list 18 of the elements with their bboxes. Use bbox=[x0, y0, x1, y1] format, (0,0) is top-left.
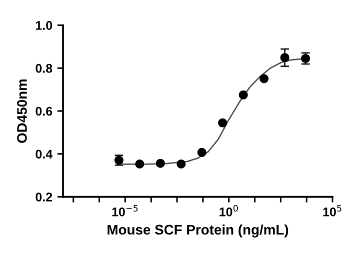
y-tick-label: 0.8 bbox=[36, 64, 52, 73]
x-tick-label: 10$^{−5}$ bbox=[112, 205, 138, 216]
y-tick-label: 0.6 bbox=[36, 106, 52, 116]
x-axis-title: Mouse SCF Protein (ng/mL) bbox=[108, 224, 288, 238]
point bbox=[280, 53, 290, 62]
y-tick-label: 0.4 bbox=[36, 150, 53, 159]
point bbox=[260, 74, 269, 84]
x-tick-label: 10$^{0}$ bbox=[220, 204, 238, 216]
y-tick-label: 0.2 bbox=[36, 192, 52, 202]
point bbox=[176, 160, 186, 168]
point bbox=[218, 118, 228, 128]
point bbox=[197, 148, 206, 157]
point bbox=[238, 90, 248, 100]
x-tick-label: 10$^{5}$ bbox=[323, 205, 342, 216]
point bbox=[135, 160, 144, 168]
y-tick-label: 1.0 bbox=[36, 21, 52, 30]
y-axis-title: OD450nm bbox=[17, 79, 27, 143]
point bbox=[156, 158, 165, 168]
